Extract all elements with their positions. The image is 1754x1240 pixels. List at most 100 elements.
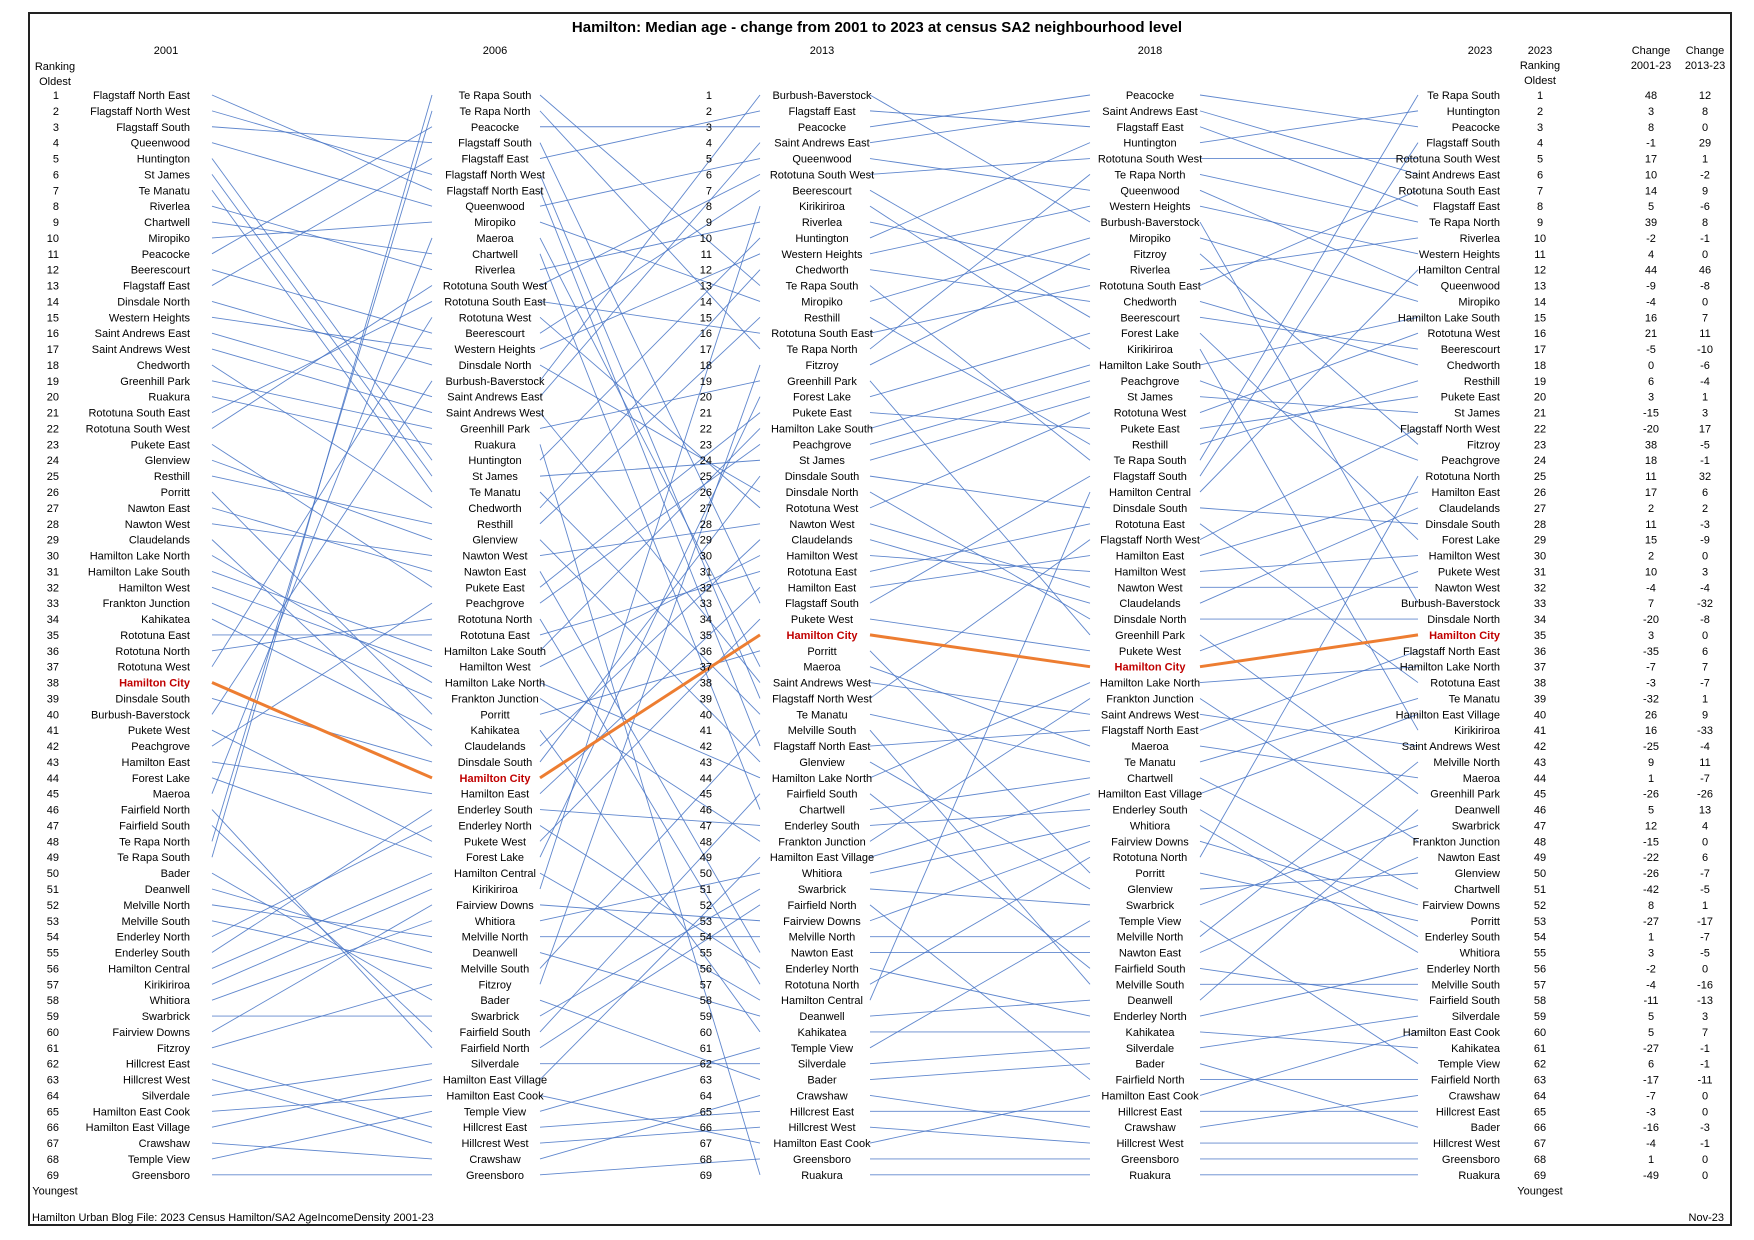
connector-line xyxy=(869,698,1091,842)
connector-line xyxy=(211,888,433,985)
suburb-label-2018: Rototuna North xyxy=(1113,852,1188,864)
suburb-label-2006: Miropiko xyxy=(474,217,516,229)
change-2013-23-value: 1 xyxy=(1702,693,1708,705)
suburb-label-2006: Rototuna South East xyxy=(444,296,546,308)
connector-line xyxy=(1199,507,1419,604)
suburb-label-2006: Huntington xyxy=(468,455,521,467)
change-2001-23-value: -32 xyxy=(1643,693,1659,705)
suburb-label-2018: Hamilton Central xyxy=(1109,487,1191,499)
column-headers: 2001 2006 2013 2018 2023RankingOldest2023Ran… xyxy=(32,45,1725,1198)
suburb-label-2023: Rototuna South West xyxy=(1396,154,1500,166)
suburb-label-2023: Fitzroy xyxy=(1467,439,1501,451)
suburb-label-2018: Miropiko xyxy=(1129,233,1171,245)
connector-line xyxy=(539,94,761,382)
suburb-label-2023: Resthill xyxy=(1464,376,1500,388)
suburb-label-2013: Kahikatea xyxy=(798,1027,848,1039)
year-header-2006: 2006 xyxy=(483,45,507,57)
suburb-label-2001: Greenhill Park xyxy=(120,376,190,388)
rank-number-right: 54 xyxy=(1534,932,1546,944)
suburb-label-2013: Miropiko xyxy=(801,296,843,308)
connector-line xyxy=(211,904,433,1033)
connector-line xyxy=(539,1126,761,1144)
suburb-label-2018: Greensboro xyxy=(1121,1154,1179,1166)
suburb-label-2006: Te Rapa North xyxy=(460,106,531,118)
suburb-label-2018: Ruakura xyxy=(1129,1170,1171,1182)
suburb-label-2018: Deanwell xyxy=(1127,995,1172,1007)
rank-number-right: 28 xyxy=(1534,519,1546,531)
suburb-label-2006: Western Heights xyxy=(454,344,536,356)
connector-line xyxy=(539,412,761,588)
rank-number-right: 53 xyxy=(1534,916,1546,928)
change-2013-23-value: 4 xyxy=(1702,820,1708,832)
suburb-label-2006: Burbush-Baverstock xyxy=(445,376,545,388)
connector-line xyxy=(869,396,1091,461)
connector-line xyxy=(869,412,1091,429)
connector-line xyxy=(869,253,1091,366)
change-2001-23-value: 3 xyxy=(1648,106,1654,118)
suburb-label-2013: Te Rapa North xyxy=(787,344,858,356)
rank-number-mid: 61 xyxy=(700,1043,712,1055)
suburb-label-2006: Flagstaff South xyxy=(458,138,532,150)
connector-line xyxy=(539,316,761,509)
connector-line xyxy=(1199,94,1419,461)
rank-number-left: 64 xyxy=(47,1090,59,1102)
suburb-label-2023: Fairview Downs xyxy=(1422,900,1500,912)
suburb-label-2006: Whitiora xyxy=(475,916,516,928)
rank-number-left: 20 xyxy=(47,392,59,404)
suburb-label-2018: Hamilton Lake South xyxy=(1099,360,1201,372)
suburb-label-2001: Nawton West xyxy=(125,519,190,531)
rank-number-right: 17 xyxy=(1534,344,1546,356)
suburb-label-2018: Fairfield North xyxy=(1115,1075,1184,1087)
suburb-label-2006: Swarbrick xyxy=(471,1011,520,1023)
suburb-label-2023: Hamilton Central xyxy=(1418,265,1500,277)
change-2001-23-value: -4 xyxy=(1646,582,1656,594)
suburb-label-2006: Enderley South xyxy=(457,805,532,817)
connector-line xyxy=(1199,110,1419,175)
rank-number-mid: 2 xyxy=(706,106,712,118)
change-2001-23-value: 3 xyxy=(1648,948,1654,960)
rank-number-left: 29 xyxy=(47,535,59,547)
rank-number-left: 22 xyxy=(47,423,59,435)
suburb-label-2001: Frankton Junction xyxy=(103,598,190,610)
connector-line xyxy=(869,158,1091,175)
connector-line xyxy=(869,729,1091,985)
connector-line xyxy=(539,618,761,985)
suburb-label-2018: Hillcrest East xyxy=(1118,1106,1182,1118)
suburb-label-2023: Flagstaff South xyxy=(1426,138,1500,150)
suburb-label-2006: Flagstaff North West xyxy=(445,169,545,181)
rank-number-right: 14 xyxy=(1534,296,1546,308)
rank-number-mid: 54 xyxy=(700,932,712,944)
connector-line xyxy=(869,142,1091,239)
change-2013-23-value: 3 xyxy=(1702,1011,1708,1023)
rank-number-right: 5 xyxy=(1537,154,1543,166)
change-2013-23-value: -32 xyxy=(1697,598,1713,610)
suburb-label-2018: Chedworth xyxy=(1123,296,1176,308)
change-2001-23-value: 8 xyxy=(1648,122,1654,134)
connector-line xyxy=(539,698,761,842)
suburb-label-2001: Miropiko xyxy=(148,233,190,245)
connector-line xyxy=(539,142,761,398)
change-2001-23-value: 5 xyxy=(1648,805,1654,817)
change-2013-23-value: 9 xyxy=(1702,709,1708,721)
change-2001-23-header: Change xyxy=(1632,45,1671,57)
suburb-label-2013: Rototuna East xyxy=(787,566,857,578)
rank-number-left: 52 xyxy=(47,900,59,912)
rank-number-left: 56 xyxy=(47,963,59,975)
change-2001-23-value: -2 xyxy=(1646,963,1656,975)
change-2001-23-value: -5 xyxy=(1646,344,1656,356)
suburb-label-2001: Enderley North xyxy=(117,932,190,944)
change-2013-23-value: 3 xyxy=(1702,566,1708,578)
connector-line xyxy=(539,475,761,763)
rank-number-mid: 47 xyxy=(700,820,712,832)
connector-line xyxy=(211,285,433,429)
rank-number-left: 40 xyxy=(47,709,59,721)
connector-line xyxy=(539,94,761,286)
connector-line xyxy=(211,1079,433,1128)
suburb-label-2006: Deanwell xyxy=(472,948,517,960)
suburb-label-2018: Frankton Junction xyxy=(1106,693,1193,705)
rank-number-left: 9 xyxy=(53,217,59,229)
connector-line xyxy=(869,777,1091,811)
connector-line xyxy=(869,110,1091,144)
suburb-label-2013: Hillcrest West xyxy=(788,1122,855,1134)
connector-line xyxy=(211,729,433,842)
